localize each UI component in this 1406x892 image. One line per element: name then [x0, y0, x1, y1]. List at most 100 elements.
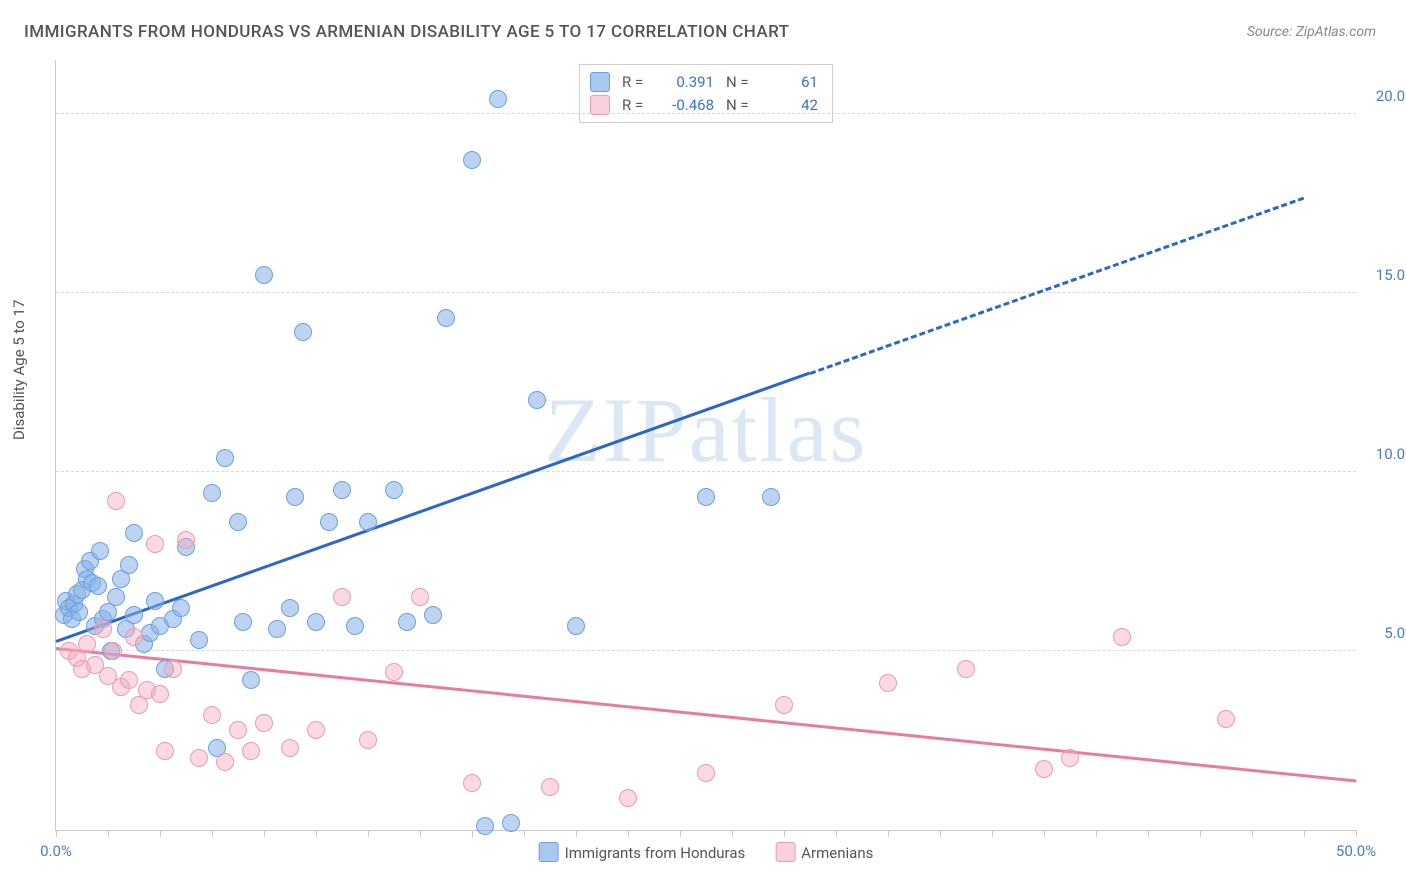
chart-title: IMMIGRANTS FROM HONDURAS VS ARMENIAN DIS… [24, 22, 789, 42]
data-point [879, 674, 897, 692]
data-point [307, 721, 325, 739]
x-tick [108, 830, 109, 837]
data-point [190, 631, 208, 649]
data-point [424, 606, 442, 624]
watermark: ZIPatlas [545, 377, 868, 483]
data-point [255, 714, 273, 732]
x-tick [56, 830, 57, 837]
data-point [107, 588, 125, 606]
data-point [216, 753, 234, 771]
data-point [94, 620, 112, 638]
data-point [242, 742, 260, 760]
y-tick-label: 5.0% [1361, 624, 1406, 642]
data-point [107, 492, 125, 510]
x-tick [1304, 830, 1305, 837]
scatter-plot: ZIPatlas R = 0.391 N = 61 R = -0.468 N =… [55, 60, 1356, 831]
source-label: Source: [1247, 24, 1296, 40]
gridline-h [56, 292, 1356, 293]
legend-item-s1: Immigrants from Honduras [539, 842, 746, 862]
x-tick [680, 830, 681, 837]
y-axis-label: Disability Age 5 to 17 [10, 300, 28, 440]
data-point [203, 484, 221, 502]
x-tick [732, 830, 733, 837]
data-point [567, 617, 585, 635]
data-point [255, 266, 273, 284]
legend-item-s2: Armenians [775, 842, 873, 862]
y-tick-label: 10.0% [1361, 445, 1406, 463]
data-point [203, 706, 221, 724]
source-value: ZipAtlas.com [1296, 24, 1376, 40]
data-point [489, 90, 507, 108]
data-point [463, 774, 481, 792]
y-tick-label: 15.0% [1361, 266, 1406, 284]
x-tick [1096, 830, 1097, 837]
data-point [333, 588, 351, 606]
data-point [164, 660, 182, 678]
legend-label: Immigrants from Honduras [565, 844, 746, 862]
data-point [437, 309, 455, 327]
data-point [463, 151, 481, 169]
x-tick [628, 830, 629, 837]
data-point [125, 524, 143, 542]
data-point [476, 817, 494, 835]
data-point [294, 323, 312, 341]
n-value: 61 [766, 71, 818, 94]
trend-line [55, 372, 810, 643]
data-point [172, 599, 190, 617]
x-tick [160, 830, 161, 837]
data-point [359, 731, 377, 749]
legend-stats: R = 0.391 N = 61 R = -0.468 N = 42 [579, 64, 833, 123]
data-point [775, 696, 793, 714]
x-tick [1356, 830, 1357, 837]
data-point [1113, 628, 1131, 646]
data-point [528, 391, 546, 409]
data-point [104, 642, 122, 660]
legend-series: Immigrants from Honduras Armenians [539, 842, 874, 862]
data-point [333, 481, 351, 499]
x-tick [836, 830, 837, 837]
data-point [1061, 749, 1079, 767]
x-tick [1252, 830, 1253, 837]
x-tick [472, 830, 473, 837]
data-point [229, 513, 247, 531]
data-point [177, 531, 195, 549]
data-point [120, 556, 138, 574]
data-point [70, 603, 88, 621]
data-point [502, 814, 520, 832]
data-point [281, 599, 299, 617]
data-point [125, 628, 143, 646]
n-label: N = [726, 71, 754, 94]
data-point [346, 617, 364, 635]
legend-swatch-s1 [590, 72, 610, 92]
data-point [125, 606, 143, 624]
data-point [307, 613, 325, 631]
data-point [216, 449, 234, 467]
data-point [697, 764, 715, 782]
gridline-h [56, 471, 1356, 472]
x-tick [1148, 830, 1149, 837]
data-point [234, 613, 252, 631]
data-point [385, 663, 403, 681]
x-tick [784, 830, 785, 837]
x-tick [888, 830, 889, 837]
x-tick [1200, 830, 1201, 837]
data-point [120, 671, 138, 689]
x-tick [368, 830, 369, 837]
legend-swatch-s1 [539, 842, 559, 862]
x-tick-label: 0.0% [40, 842, 72, 860]
source-attribution: Source: ZipAtlas.com [1247, 24, 1376, 40]
trend-line [809, 196, 1304, 374]
data-point [146, 592, 164, 610]
data-point [229, 721, 247, 739]
data-point [190, 749, 208, 767]
x-tick [420, 830, 421, 837]
x-tick [524, 830, 525, 837]
legend-swatch-s2 [775, 842, 795, 862]
data-point [78, 635, 96, 653]
data-point [286, 488, 304, 506]
data-point [398, 613, 416, 631]
x-tick [940, 830, 941, 837]
x-tick [212, 830, 213, 837]
data-point [268, 620, 286, 638]
data-point [89, 577, 107, 595]
